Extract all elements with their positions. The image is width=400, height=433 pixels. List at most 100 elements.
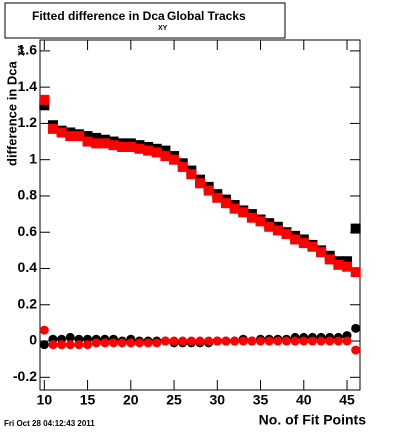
point bbox=[229, 203, 240, 214]
point bbox=[91, 132, 102, 143]
y-tick-label: 1.6 bbox=[18, 42, 38, 58]
point bbox=[109, 338, 119, 348]
x-tick-label: 25 bbox=[166, 392, 182, 408]
point bbox=[39, 325, 49, 335]
point bbox=[39, 100, 50, 111]
y-tick-label: 1.2 bbox=[18, 114, 38, 130]
point bbox=[177, 161, 188, 172]
point bbox=[134, 338, 144, 348]
point bbox=[290, 336, 300, 346]
point bbox=[238, 207, 249, 218]
point bbox=[350, 223, 361, 234]
point bbox=[126, 338, 136, 348]
x-tick-label: 10 bbox=[37, 392, 53, 408]
point bbox=[220, 198, 231, 209]
x-axis-label: No. of Fit Points bbox=[259, 412, 367, 428]
y-tick-label: 0.4 bbox=[18, 259, 38, 275]
x-tick-label: 30 bbox=[210, 392, 226, 408]
point bbox=[212, 336, 222, 346]
y-tick-label: 1.4 bbox=[18, 78, 38, 94]
point bbox=[108, 140, 119, 151]
point bbox=[48, 340, 58, 350]
point bbox=[100, 338, 110, 348]
point bbox=[65, 131, 76, 142]
point bbox=[143, 145, 154, 156]
y-tick-label: 0.2 bbox=[18, 295, 38, 311]
title-subscript: XY bbox=[158, 25, 168, 32]
point bbox=[255, 216, 266, 227]
point bbox=[134, 143, 145, 154]
point bbox=[169, 154, 180, 165]
point bbox=[212, 192, 223, 203]
point bbox=[83, 340, 93, 350]
y-axis-label-subscript: XY bbox=[17, 45, 26, 56]
point bbox=[178, 336, 188, 346]
point bbox=[333, 259, 344, 270]
point bbox=[39, 340, 49, 350]
point bbox=[152, 338, 162, 348]
point bbox=[65, 340, 75, 350]
point bbox=[281, 336, 291, 346]
point bbox=[117, 338, 127, 348]
chart-title: Fitted difference in Dca bbox=[32, 9, 165, 23]
point bbox=[125, 141, 136, 152]
point bbox=[325, 336, 335, 346]
point bbox=[65, 332, 75, 342]
plot-frame bbox=[39, 39, 361, 391]
point bbox=[73, 131, 84, 142]
point bbox=[281, 229, 292, 240]
point bbox=[272, 225, 283, 236]
point bbox=[230, 336, 240, 346]
point bbox=[307, 241, 318, 252]
point bbox=[91, 338, 101, 348]
title-box bbox=[4, 2, 286, 39]
point bbox=[264, 221, 275, 232]
y-tick-label: 0.8 bbox=[18, 187, 38, 203]
point bbox=[342, 336, 352, 346]
point bbox=[316, 336, 326, 346]
point bbox=[195, 336, 205, 346]
timestamp: Fri Oct 28 04:12:43 2011 bbox=[4, 419, 95, 428]
point bbox=[324, 254, 335, 265]
point bbox=[316, 247, 327, 258]
point bbox=[204, 336, 214, 346]
point bbox=[238, 336, 248, 346]
y-tick-label: 0 bbox=[29, 332, 37, 348]
point bbox=[169, 336, 179, 346]
point bbox=[47, 123, 58, 134]
x-tick-label: 20 bbox=[123, 392, 139, 408]
point bbox=[247, 336, 257, 346]
point bbox=[82, 136, 93, 147]
point bbox=[273, 336, 283, 346]
point bbox=[195, 178, 205, 189]
point bbox=[221, 336, 231, 346]
chart-title-suffix: Global Tracks bbox=[167, 9, 246, 23]
point bbox=[186, 336, 196, 346]
point bbox=[351, 323, 361, 333]
point bbox=[57, 340, 67, 350]
point bbox=[99, 138, 110, 149]
point bbox=[350, 267, 361, 278]
point bbox=[342, 261, 353, 272]
point bbox=[186, 169, 197, 180]
point bbox=[160, 151, 171, 162]
point bbox=[160, 336, 170, 346]
point bbox=[143, 338, 153, 348]
point bbox=[74, 340, 84, 350]
point bbox=[56, 127, 67, 138]
point bbox=[264, 336, 274, 346]
x-tick-label: 45 bbox=[339, 392, 355, 408]
point bbox=[91, 138, 102, 149]
x-tick-label: 35 bbox=[253, 392, 269, 408]
y-tick-label: 1 bbox=[29, 150, 37, 166]
x-tick-label: 40 bbox=[296, 392, 312, 408]
point bbox=[256, 336, 266, 346]
point bbox=[290, 234, 301, 245]
x-tick-label: 15 bbox=[80, 392, 96, 408]
point bbox=[351, 345, 361, 355]
point bbox=[160, 145, 171, 156]
point bbox=[299, 336, 309, 346]
point bbox=[82, 131, 93, 142]
point bbox=[39, 94, 50, 105]
